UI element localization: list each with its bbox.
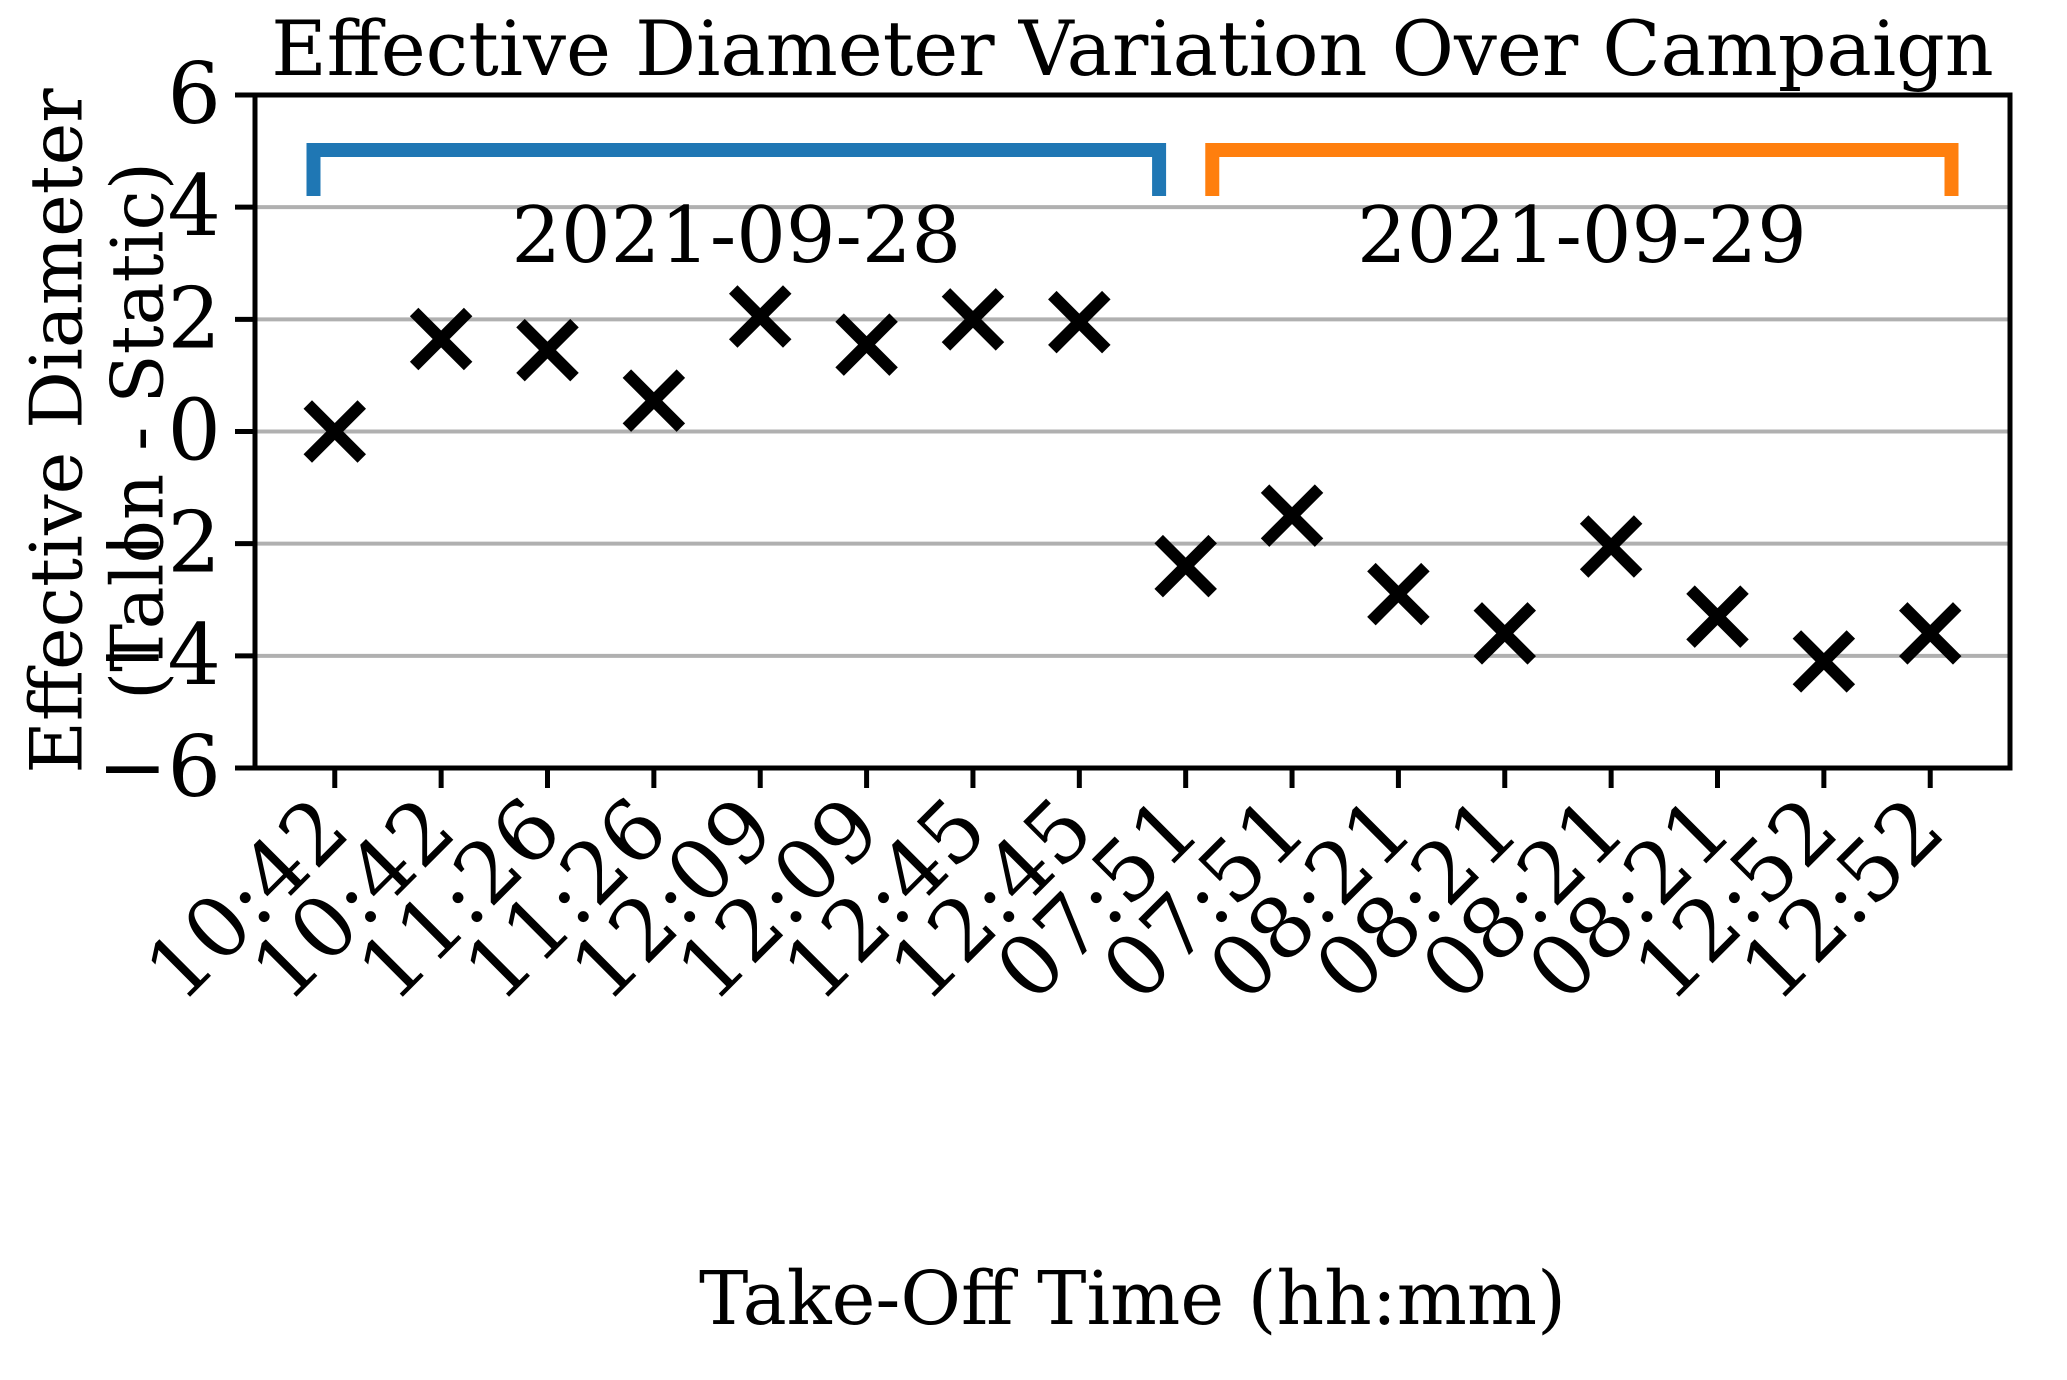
date-bracket: [1205, 143, 1959, 196]
data-point-marker: [622, 369, 686, 432]
data-point-marker: [1048, 290, 1111, 354]
data-point-marker: [1792, 630, 1856, 693]
data-point-marker: [1579, 515, 1643, 578]
data-point-marker: [409, 307, 473, 371]
y-tick-label: −4: [97, 606, 221, 704]
data-point-marker: [1367, 562, 1430, 626]
date-bracket-label: 2021-09-28: [511, 191, 961, 281]
data-point-marker: [1260, 484, 1324, 547]
data-point-marker: [303, 400, 367, 463]
x-axis-label: Take-Off Time (hh:mm): [699, 1256, 1566, 1342]
data-point-marker: [728, 285, 792, 348]
data-point-marker: [1686, 585, 1749, 648]
data-point-marker: [516, 318, 579, 382]
y-tick-label: 0: [168, 382, 221, 480]
date-bracket: [306, 143, 1167, 196]
date-bracket-label: 2021-09-29: [1357, 191, 1807, 281]
y-tick-label: −2: [97, 494, 221, 592]
y-tick-label: 2: [168, 269, 221, 367]
data-point-marker: [1154, 534, 1217, 598]
chart-title: Effective Diameter Variation Over Campai…: [271, 4, 1994, 93]
data-point-marker: [835, 313, 898, 376]
y-tick-label: −6: [97, 718, 221, 816]
y-tick-label: 4: [168, 157, 221, 255]
y-tick-label: 6: [168, 45, 221, 143]
data-point-marker: [1473, 602, 1537, 665]
data-point-marker: [1898, 602, 1962, 665]
data-point-marker: [941, 288, 1005, 351]
